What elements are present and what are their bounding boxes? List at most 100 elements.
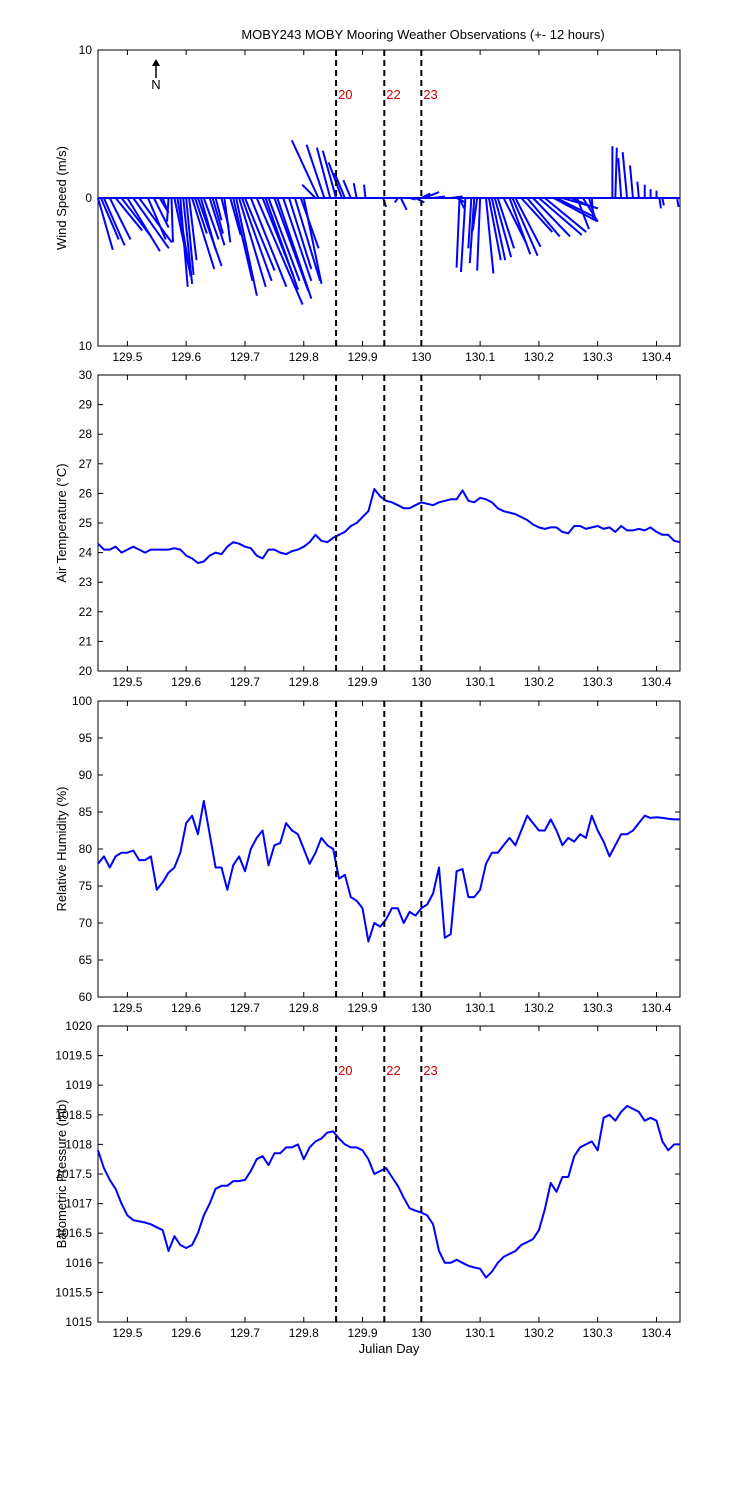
wind-vector: [394, 197, 399, 203]
x-tick-label: 129.9: [348, 1001, 378, 1015]
series-line-pressure: [97, 1104, 680, 1279]
chart-panel-air_temp: 129.5 129.6 129.7 129.8 129.9 130 130.1 130.2 13…: [54, 368, 681, 689]
y-tick-label: 10: [79, 43, 93, 57]
wind-vector: [194, 197, 208, 234]
x-tick-label: 130.1: [465, 675, 495, 689]
wind-vector: [621, 152, 629, 199]
series-line-humidity: [97, 799, 680, 943]
y-tick-label: 1020: [65, 1019, 92, 1033]
event-marker-label: 20: [338, 1063, 352, 1078]
x-tick-label: 129.9: [348, 1326, 378, 1340]
wind-vector: [544, 197, 587, 233]
chart-panel-wind: 129.5 129.6 129.7 129.8 129.9 130 130.1 130.2 13…: [54, 43, 681, 364]
plot-frame: [97, 700, 681, 998]
x-tick-label: 130: [411, 1326, 431, 1340]
wind-vector: [676, 197, 680, 208]
wind-vector: [526, 197, 561, 238]
event-marker-label: 22: [386, 1063, 400, 1078]
y-tick-label: 25: [79, 516, 93, 530]
x-tick-label: 129.6: [171, 1326, 201, 1340]
y-tick-label: 1017: [65, 1197, 92, 1211]
x-tick-label: 129.5: [112, 675, 142, 689]
north-arrowhead-icon: [152, 59, 160, 66]
x-tick-label: 129.5: [112, 350, 142, 364]
wind-vector: [399, 197, 408, 211]
wind-vector: [255, 197, 304, 305]
wind-vector: [108, 197, 132, 240]
wind-vector: [223, 197, 232, 243]
y-tick-label: 28: [79, 427, 93, 441]
wind-vector: [450, 195, 463, 199]
y-tick-label: 80: [79, 842, 93, 856]
x-tick-label: 129.7: [230, 1326, 260, 1340]
y-tick-label: 22: [79, 605, 93, 619]
wind-vector: [432, 195, 446, 199]
x-tick-label: 130.3: [583, 350, 613, 364]
wind-vector: [556, 197, 596, 219]
y-tick-label: 85: [79, 805, 93, 819]
wind-vector: [590, 197, 595, 219]
y-tick-label: 1016.5: [55, 1226, 92, 1240]
figure-title: MOBY243 MOBY Mooring Weather Observation…: [241, 27, 604, 42]
x-tick-label: 130.1: [465, 1326, 495, 1340]
plot-frame: [97, 374, 681, 672]
wind-vector: [305, 144, 326, 199]
y-tick-label: 95: [79, 731, 93, 745]
wind-vector: [467, 197, 473, 249]
x-tick-label: 130.4: [641, 350, 671, 364]
wind-vector: [214, 197, 223, 221]
chart-panels: 129.5 129.6 129.7 129.8 129.9 130 130.1 130.2 13…: [54, 43, 681, 1356]
wind-vector: [508, 197, 532, 255]
wind-vector: [553, 197, 596, 222]
x-tick-label: 130.4: [641, 675, 671, 689]
y-tick-label: 1017.5: [55, 1167, 92, 1181]
wind-vector: [100, 197, 120, 240]
wind-vector: [191, 197, 216, 270]
wind-vector: [97, 197, 114, 251]
x-tick-label: 130.1: [465, 1001, 495, 1015]
wind-vector: [147, 197, 167, 240]
wind-vector: [102, 197, 126, 246]
y-tick-label: 29: [79, 398, 93, 412]
x-tick-label: 130.2: [524, 1326, 554, 1340]
wind-vector: [614, 147, 618, 199]
wind-vector: [185, 197, 195, 276]
y-tick-label: 0: [85, 191, 92, 205]
x-tick-label: 130: [411, 350, 431, 364]
wind-vector: [485, 197, 495, 274]
wind-vector: [423, 191, 440, 199]
x-tick-label: 129.7: [230, 1001, 260, 1015]
y-tick-label: 60: [79, 990, 93, 1004]
wind-vector: [409, 197, 416, 201]
chart-panel-humidity: 129.5 129.6 129.7 129.8 129.9 130 130.1 130.2 13…: [54, 694, 681, 1015]
wind-vector: [617, 157, 623, 199]
x-tick-label: 130.1: [465, 350, 495, 364]
wind-vector: [244, 197, 276, 271]
y-tick-label: 75: [79, 879, 93, 893]
wind-vector: [661, 197, 665, 206]
wind-vector: [235, 197, 258, 296]
wind-vector: [487, 197, 502, 261]
y-tick-label: 1015.5: [55, 1285, 92, 1299]
wind-vector: [170, 197, 174, 243]
x-tick-label: 130.3: [583, 1001, 613, 1015]
y-tick-label: 20: [79, 664, 93, 678]
y-tick-label: 100: [72, 694, 92, 708]
y-tick-label: 10: [79, 339, 93, 353]
wind-vector: [514, 197, 542, 248]
wind-vector: [282, 197, 313, 282]
wind-vector: [202, 197, 220, 240]
x-tick-label: 129.8: [289, 1001, 319, 1015]
y-tick-label: 90: [79, 768, 93, 782]
y-tick-label: 23: [79, 575, 93, 589]
y-tick-label: 26: [79, 486, 93, 500]
wind-vector: [188, 197, 198, 261]
wind-vector: [315, 147, 332, 199]
wind-vector: [179, 197, 189, 287]
wind-vector: [208, 197, 226, 246]
y-tick-label: 24: [79, 546, 93, 560]
x-tick-label: 130.4: [641, 1326, 671, 1340]
y-tick-label: 1019: [65, 1078, 92, 1092]
x-tick-label: 129.8: [289, 675, 319, 689]
